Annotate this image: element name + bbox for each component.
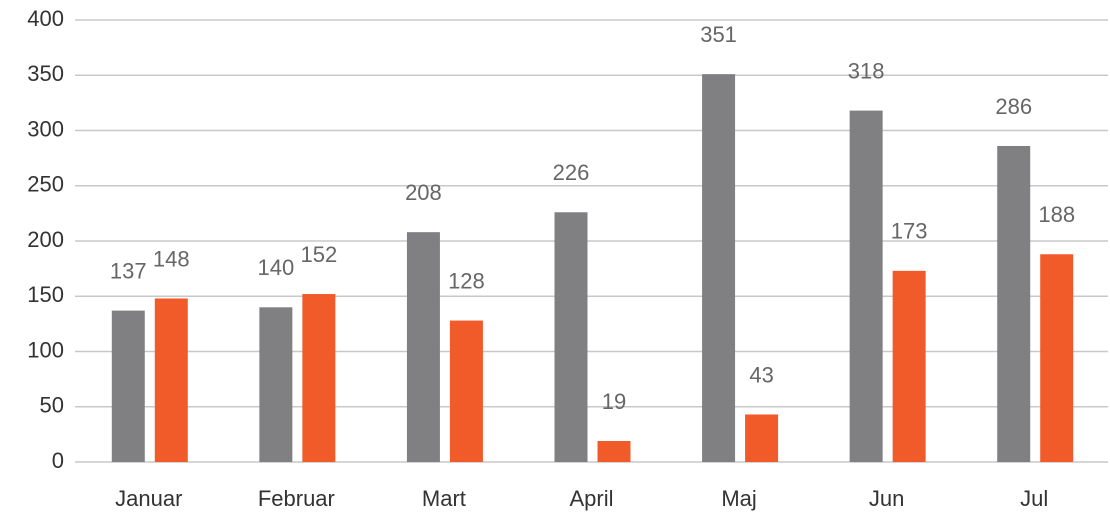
bar (406, 232, 440, 462)
bar (259, 307, 293, 462)
x-tick-label: April (569, 486, 613, 511)
y-tick-label: 200 (27, 227, 64, 252)
data-label: 137 (110, 258, 147, 283)
data-label: 351 (700, 22, 737, 47)
bar (449, 320, 483, 462)
y-tick-label: 0 (52, 448, 64, 473)
data-label: 226 (553, 160, 590, 185)
x-tick-label: Maj (721, 486, 756, 511)
bar (111, 310, 145, 462)
y-tick-label: 150 (27, 282, 64, 307)
data-label: 19 (602, 389, 626, 414)
data-label: 128 (448, 268, 485, 293)
x-tick-label: Februar (258, 486, 335, 511)
data-label: 208 (405, 180, 442, 205)
y-tick-label: 250 (27, 172, 64, 197)
data-label: 140 (257, 255, 294, 280)
bar (892, 270, 926, 462)
data-label: 173 (891, 219, 928, 244)
x-tick-label: Januar (115, 486, 182, 511)
y-tick-label: 50 (40, 393, 64, 418)
data-label: 43 (749, 362, 773, 387)
y-tick-label: 300 (27, 116, 64, 141)
bar (745, 414, 779, 462)
x-tick-label: Jun (869, 486, 904, 511)
bar (302, 294, 336, 462)
bar (1040, 254, 1074, 462)
x-tick-label: Jul (1020, 486, 1048, 511)
data-label: 318 (848, 58, 885, 83)
data-label: 188 (1038, 202, 1075, 227)
bar (154, 298, 188, 462)
bar (997, 145, 1031, 462)
x-tick-label: Mart (422, 486, 466, 511)
data-label: 286 (995, 94, 1032, 119)
bar (597, 441, 631, 462)
bar (849, 110, 883, 463)
y-tick-label: 350 (27, 61, 64, 86)
data-label: 148 (153, 246, 190, 271)
bar (554, 212, 588, 462)
bar (702, 74, 736, 463)
data-label: 152 (300, 242, 337, 267)
y-tick-label: 100 (27, 337, 64, 362)
y-tick-label: 400 (27, 6, 64, 31)
